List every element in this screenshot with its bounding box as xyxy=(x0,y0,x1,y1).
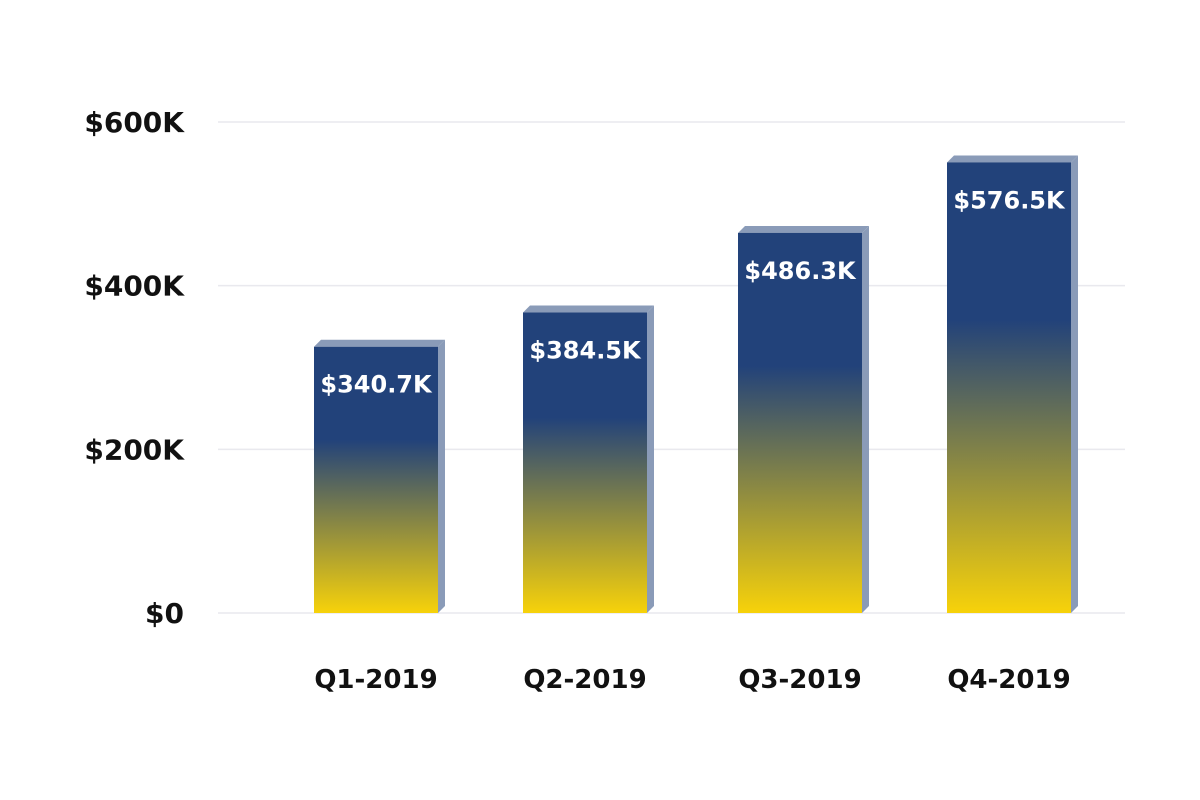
bars: $340.7K $384.5K $486.3K $576.5K xyxy=(314,155,1078,613)
bar-group: $486.3K xyxy=(738,225,869,613)
x-tick-label: Q4-2019 xyxy=(947,665,1070,695)
x-tick-label: Q2-2019 xyxy=(523,665,646,695)
y-tick-label: $400K xyxy=(84,270,185,303)
bar-side xyxy=(862,225,869,613)
bar xyxy=(314,346,438,613)
x-axis-ticks: Q1-2019 Q2-2019 Q3-2019 Q4-2019 xyxy=(314,665,1070,695)
bar xyxy=(523,312,647,613)
bar-top xyxy=(523,305,654,313)
bar-side xyxy=(647,305,654,613)
bar-value-label: $576.5K xyxy=(953,186,1066,214)
bar-side xyxy=(438,339,445,613)
y-tick-label: $0 xyxy=(145,597,184,630)
bar-group: $340.7K xyxy=(314,339,445,613)
bar-value-label: $384.5K xyxy=(529,337,642,365)
x-tick-label: Q1-2019 xyxy=(314,665,437,695)
bar-group: $384.5K xyxy=(523,305,654,613)
bar xyxy=(947,162,1071,613)
bar-value-label: $486.3K xyxy=(744,257,857,285)
bar-top xyxy=(738,225,869,233)
bar-top xyxy=(947,155,1078,163)
x-tick-label: Q3-2019 xyxy=(738,665,861,695)
bar xyxy=(738,232,862,613)
y-axis-ticks: $0 $200K $400K $600K xyxy=(84,106,185,630)
bar-group: $576.5K xyxy=(947,155,1078,613)
bar-side xyxy=(1071,155,1078,613)
bar-top xyxy=(314,339,445,347)
bar-value-label: $340.7K xyxy=(320,371,433,399)
y-tick-label: $600K xyxy=(84,106,185,139)
y-tick-label: $200K xyxy=(84,433,185,466)
